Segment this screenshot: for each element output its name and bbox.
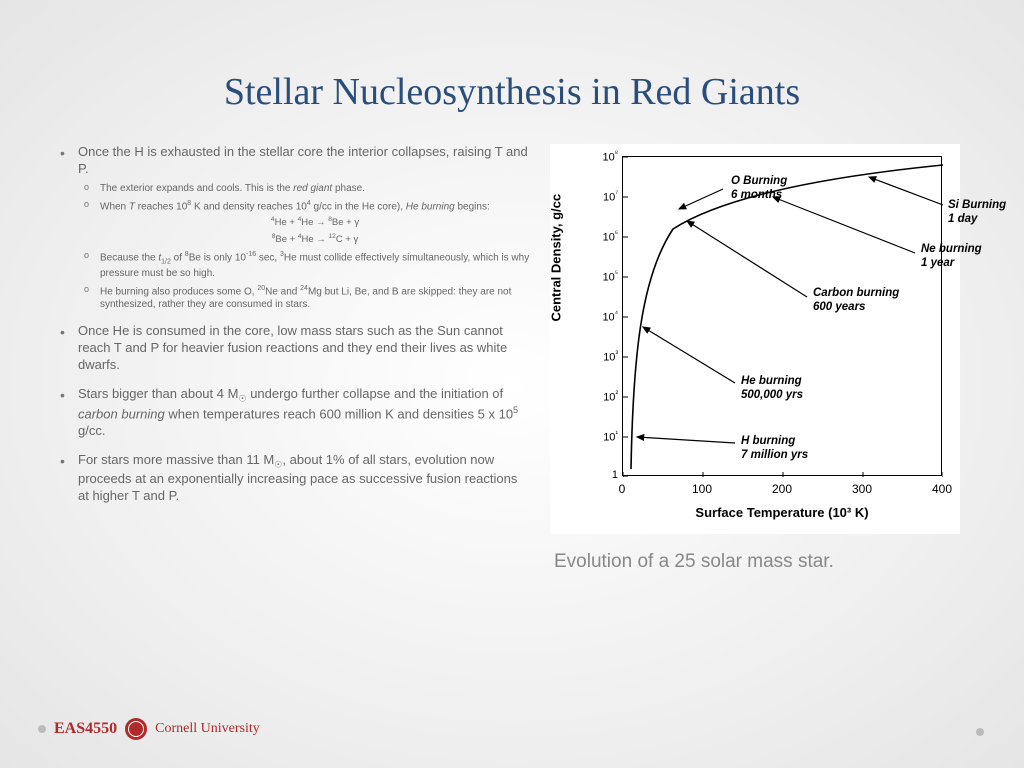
bullet-dot-icon [38,725,46,733]
y-tick-label: 10⁴ [578,309,618,324]
y-axis-label: Central Density, g/cc [549,194,564,322]
sub-bullet: He burning also produces some O, 20Ne an… [78,284,530,311]
y-tick-label: 10⁷ [578,189,618,204]
chart-annotation: Si Burning1 day [948,199,1006,227]
bullet-1: Once the H is exhausted in the stellar c… [60,144,530,311]
chart-annotation: H burning7 million yrs [741,435,808,463]
chart-annotation: Ne burning1 year [921,243,982,271]
university-seal-icon [125,718,147,740]
chart-annotation: O Burning6 months [731,175,787,203]
x-tick-label: 300 [847,482,877,496]
reaction-line: 8Be + 4He → 12C + γ [100,233,530,247]
bullet-text: Once the H is exhausted in the stellar c… [78,144,528,176]
chart-annotation: He burning500,000 yrs [741,375,803,403]
y-tick-label: 10¹ [578,429,618,444]
y-tick-label: 10³ [578,349,618,364]
chart-annotation: Carbon burning600 years [813,287,899,315]
x-axis-label: Surface Temperature (10³ K) [622,505,942,520]
x-tick-label: 100 [687,482,717,496]
bullet-dot-icon [976,728,984,736]
course-code: EAS4550 [54,720,117,738]
y-tick-label: 10⁶ [578,229,618,244]
chart-svg [623,157,943,477]
bullet-text: Once He is consumed in the core, low mas… [78,323,507,372]
bullet-2: Once He is consumed in the core, low mas… [60,323,530,374]
university-name: Cornell University [155,721,260,737]
bullet-3: Stars bigger than about 4 M☉ undergo fur… [60,386,530,441]
x-tick-label: 0 [607,482,637,496]
density-temperature-chart: Central Density, g/cc Surface Temperatur… [550,144,960,534]
y-tick-label: 10² [578,389,618,404]
sub-bullet: When T reaches 108 K and density reaches… [78,199,530,246]
slide-title: Stellar Nucleosynthesis in Red Giants [0,0,1024,144]
y-tick-label: 1 [578,469,618,481]
y-tick-label: 10⁵ [578,269,618,284]
bullet-4: For stars more massive than 11 M☉, about… [60,452,530,505]
x-tick-label: 200 [767,482,797,496]
footer: EAS4550 Cornell University [38,718,260,740]
reaction-line: 4He + 4He → 8Be + γ [100,216,530,230]
sub-bullet: The exterior expands and cools. This is … [78,182,530,195]
chart-column: Central Density, g/cc Surface Temperatur… [530,144,960,575]
x-tick-label: 400 [927,482,957,496]
y-tick-label: 10⁸ [578,149,618,164]
chart-caption: Evolution of a 25 solar mass star. [550,550,960,575]
plot-area: O Burning6 monthsSi Burning1 dayNe burni… [622,156,942,476]
sub-bullet: Because the t1/2 of 8Be is only 10-16 se… [78,250,530,279]
content-area: Once the H is exhausted in the stellar c… [0,144,1024,575]
bullet-column: Once the H is exhausted in the stellar c… [60,144,530,575]
